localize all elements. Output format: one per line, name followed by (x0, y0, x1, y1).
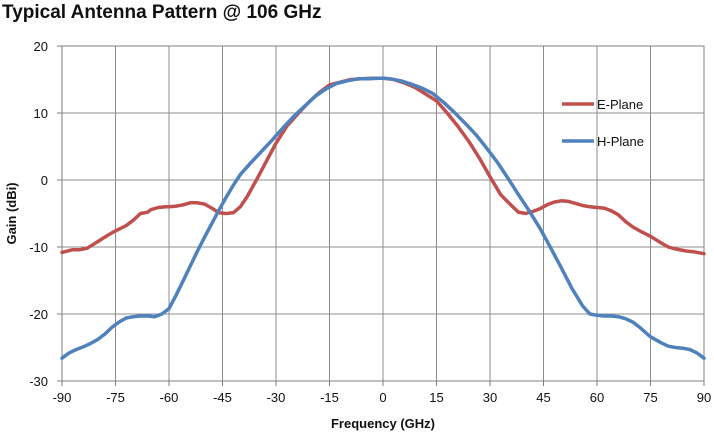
y-tick-label: -20 (29, 307, 48, 322)
x-tick-label: -90 (53, 390, 72, 405)
x-tick-label: -75 (106, 390, 125, 405)
x-tick-label: -45 (213, 390, 232, 405)
series-layer (60, 76, 706, 360)
x-tick-label: -15 (320, 390, 339, 405)
legend-label-h-plane: H-Plane (597, 134, 644, 149)
x-tick-label: -30 (267, 390, 286, 405)
x-tick-label: 60 (590, 390, 604, 405)
y-tick-label: 10 (34, 106, 48, 121)
y-tick-label: -30 (29, 374, 48, 389)
y-tick-labels: -30 -20 -10 0 10 20 (29, 39, 62, 389)
legend: E-Plane H-Plane (562, 97, 644, 149)
x-tick-label: 45 (536, 390, 550, 405)
x-tick-labels: -90 -75 -60 -45 -30 -15 0 15 30 45 60 75 90 (53, 381, 711, 405)
x-tick-label: 90 (697, 390, 711, 405)
legend-label-e-plane: E-Plane (597, 97, 643, 112)
y-tick-label: 0 (41, 173, 48, 188)
x-tick-label: -60 (160, 390, 179, 405)
y-axis-label: Gain (dBi) (4, 182, 19, 244)
x-tick-label: 30 (483, 390, 497, 405)
x-tick-label: 15 (429, 390, 443, 405)
chart-title: Typical Antenna Pattern @ 106 GHz (2, 2, 322, 23)
x-tick-label: 0 (379, 390, 386, 405)
series-line-h-plane (60, 76, 706, 360)
x-axis-label: Frequency (GHz) (331, 416, 435, 431)
x-tick-label: 75 (643, 390, 657, 405)
y-tick-label: 20 (34, 39, 48, 54)
y-tick-label: -10 (29, 240, 48, 255)
